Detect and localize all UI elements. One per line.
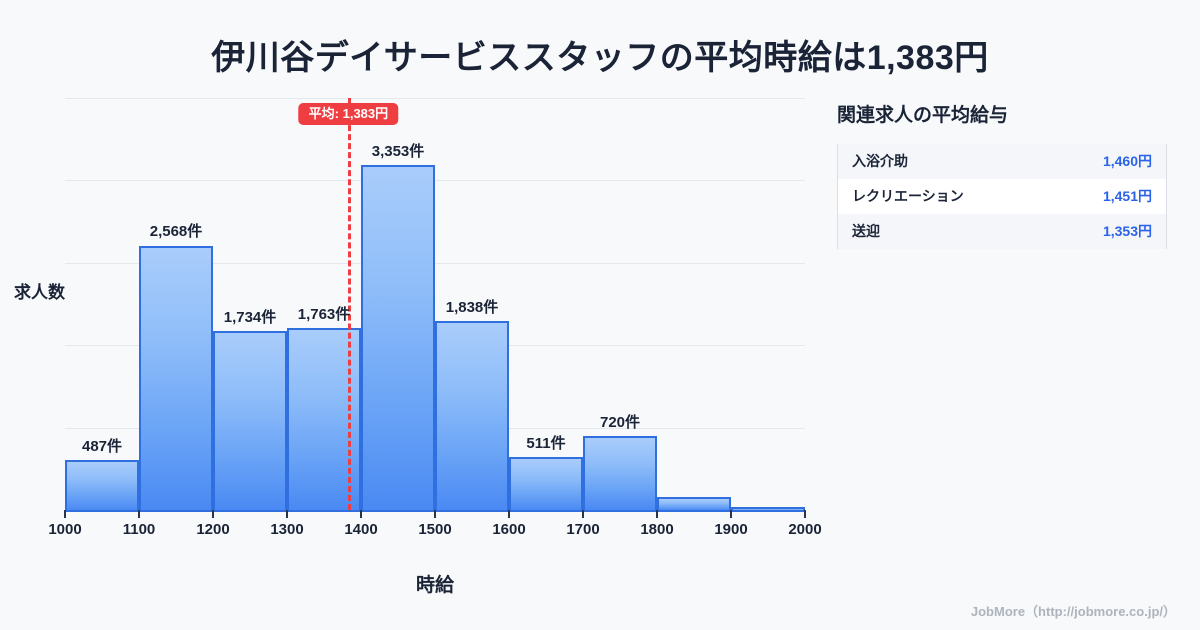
histogram-bar[interactable]	[361, 164, 435, 510]
x-tick-mark	[656, 510, 658, 518]
histogram-bar[interactable]	[435, 320, 509, 510]
x-tick-label: 1300	[270, 521, 304, 538]
related-salary-name: レクリエーション	[852, 188, 964, 204]
related-salary-value: 1,451円	[1102, 188, 1152, 204]
gridline	[65, 180, 805, 182]
related-salary-name: 送迎	[852, 223, 880, 239]
mean-vertical-line	[348, 98, 352, 510]
bar-value-label: 1,763件	[297, 306, 351, 324]
x-tick-mark	[582, 510, 584, 518]
x-tick-label: 1400	[344, 521, 378, 538]
related-salary-name: 入浴介助	[852, 153, 908, 169]
x-tick-mark	[286, 510, 288, 518]
x-tick-label: 2000	[788, 521, 822, 538]
related-salary-row[interactable]: 入浴介助 1,460円	[838, 144, 1166, 179]
bar-value-label: 511件	[526, 435, 566, 453]
histogram-bar[interactable]	[213, 331, 287, 510]
x-tick-label: 1100	[122, 521, 156, 538]
x-tick-label: 1000	[48, 521, 82, 538]
x-tick-label: 1600	[492, 521, 526, 538]
histogram-bar[interactable]	[65, 459, 139, 510]
related-salary-panel: 関連求人の平均給与 入浴介助 1,460円レクリエーション 1,451円送迎 1,35…	[837, 100, 1167, 249]
chart-plot-area	[65, 98, 805, 510]
histogram-bar[interactable]	[657, 496, 731, 510]
x-tick-mark	[804, 510, 806, 518]
gridline	[65, 262, 805, 264]
x-tick-label: 1700	[566, 521, 600, 538]
x-tick-mark	[64, 510, 66, 518]
bar-value-label: 1,838件	[445, 298, 499, 316]
related-salary-title: 関連求人の平均給与	[837, 105, 1009, 126]
bar-value-label: 720件	[599, 413, 641, 431]
x-tick-mark	[434, 510, 436, 518]
x-tick-label: 1500	[418, 521, 452, 538]
related-salary-row[interactable]: 送迎 1,353円	[838, 214, 1166, 249]
related-salary-value: 1,460円	[1102, 153, 1152, 169]
x-tick-mark	[360, 510, 362, 518]
bar-value-label: 487件	[81, 437, 123, 455]
gridline	[65, 98, 805, 99]
x-tick-mark	[730, 510, 732, 518]
x-tick-label: 1900	[714, 521, 748, 538]
x-tick-mark	[212, 510, 214, 518]
histogram-bar[interactable]	[509, 457, 583, 510]
histogram-bar[interactable]	[139, 245, 213, 510]
related-salary-row[interactable]: レクリエーション 1,451円	[838, 179, 1166, 214]
histogram-bar[interactable]	[583, 435, 657, 510]
y-axis-title: 求人数	[14, 283, 65, 302]
x-tick-label: 1800	[640, 521, 674, 538]
bar-value-label: 3,353件	[371, 142, 425, 160]
footer-credit: JobMore（http://jobmore.co.jp/）	[970, 604, 1176, 619]
x-tick-label: 1200	[196, 521, 230, 538]
x-tick-mark	[138, 510, 140, 518]
related-salary-value: 1,353円	[1102, 223, 1152, 239]
bar-value-label: 1,734件	[223, 309, 277, 327]
x-tick-mark	[508, 510, 510, 518]
page-title: 伊川谷デイサービススタッフの平均時給は1,383円	[211, 39, 989, 77]
related-salary-table: 入浴介助 1,460円レクリエーション 1,451円送迎 1,353円	[837, 144, 1167, 249]
x-axis-title: 時給	[415, 575, 454, 596]
mean-badge: 平均: 1,383円	[298, 103, 399, 125]
bar-value-label: 2,568件	[149, 223, 203, 241]
histogram-bar[interactable]	[731, 506, 805, 510]
